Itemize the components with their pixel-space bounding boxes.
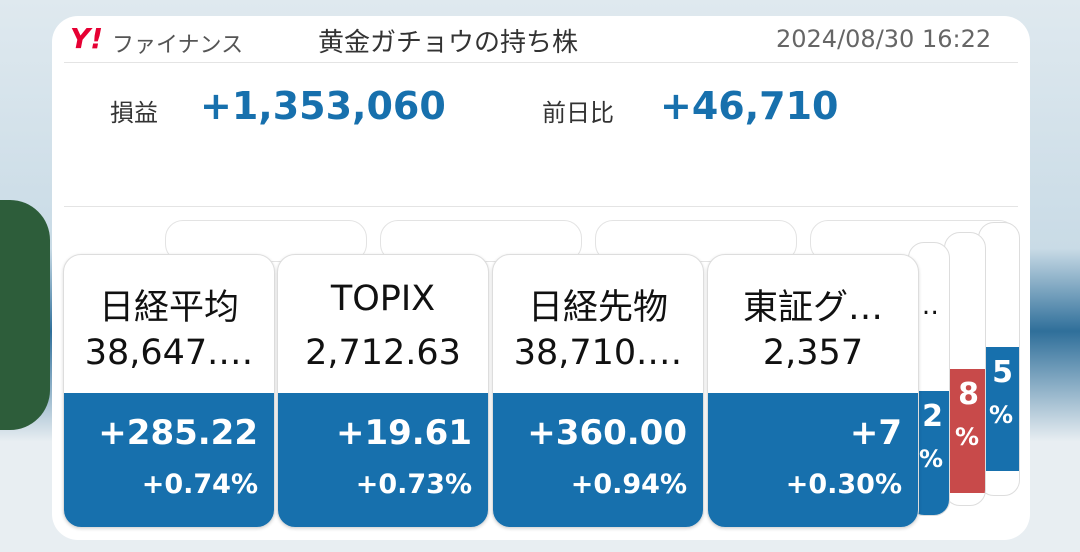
change: +360.00 (527, 413, 687, 453)
datetime: 2024/08/30 16:22 (776, 25, 992, 53)
change: 5 (992, 355, 1013, 390)
percent: +0.30% (785, 469, 902, 500)
profit-label: 損益 (110, 99, 158, 127)
change: +285.22 (98, 413, 258, 453)
index-card[interactable]: 東証グ… 2,357 +7 +0.30% (707, 254, 919, 528)
plant-decoration (0, 200, 50, 430)
card-name: 東証グ… (742, 288, 883, 328)
price: 38,710.… (513, 333, 683, 373)
price: 2,357 (762, 333, 864, 373)
percent: % (918, 445, 943, 473)
profit-value: +1,353,060 (200, 84, 446, 128)
change-area: 8% (945, 369, 985, 493)
percent: +0.74% (141, 469, 258, 500)
price: 2,712.63 (305, 333, 461, 373)
back-card[interactable]: 8% (944, 232, 986, 506)
change: 8 (958, 377, 979, 412)
divider (64, 206, 1018, 207)
change-area: +360.00 +0.94% (493, 393, 703, 527)
card-name: 日経平均 (98, 288, 239, 328)
logo-text: ファイナンス (112, 33, 244, 58)
percent: +0.73% (355, 469, 472, 500)
index-card[interactable]: 日経平均 38,647.… +285.22 +0.74% (63, 254, 275, 528)
index-card[interactable]: 日経先物 38,710.… +360.00 +0.94% (492, 254, 704, 528)
daily-label: 前日比 (542, 99, 614, 127)
percent: % (988, 401, 1013, 429)
index-card[interactable]: TOPIX 2,712.63 +19.61 +0.73% (277, 254, 489, 528)
change-area: +7 +0.30% (708, 393, 918, 527)
change-area: +285.22 +0.74% (64, 393, 274, 527)
daily-value: +46,710 (660, 84, 839, 128)
divider (64, 62, 1018, 63)
widget-title[interactable]: 黄金ガチョウの持ち株 (318, 28, 579, 58)
percent: % (954, 423, 979, 451)
percent: +0.94% (570, 469, 687, 500)
change: +19.61 (335, 413, 472, 453)
change-area: +19.61 +0.73% (278, 393, 488, 527)
price: 38,647.… (84, 333, 254, 373)
change: 2 (922, 399, 943, 434)
card-name: TOPIX (330, 279, 436, 319)
logo-mark: Y! (70, 22, 104, 55)
card-name: 日経先物 (527, 288, 668, 328)
change: +7 (849, 413, 902, 453)
